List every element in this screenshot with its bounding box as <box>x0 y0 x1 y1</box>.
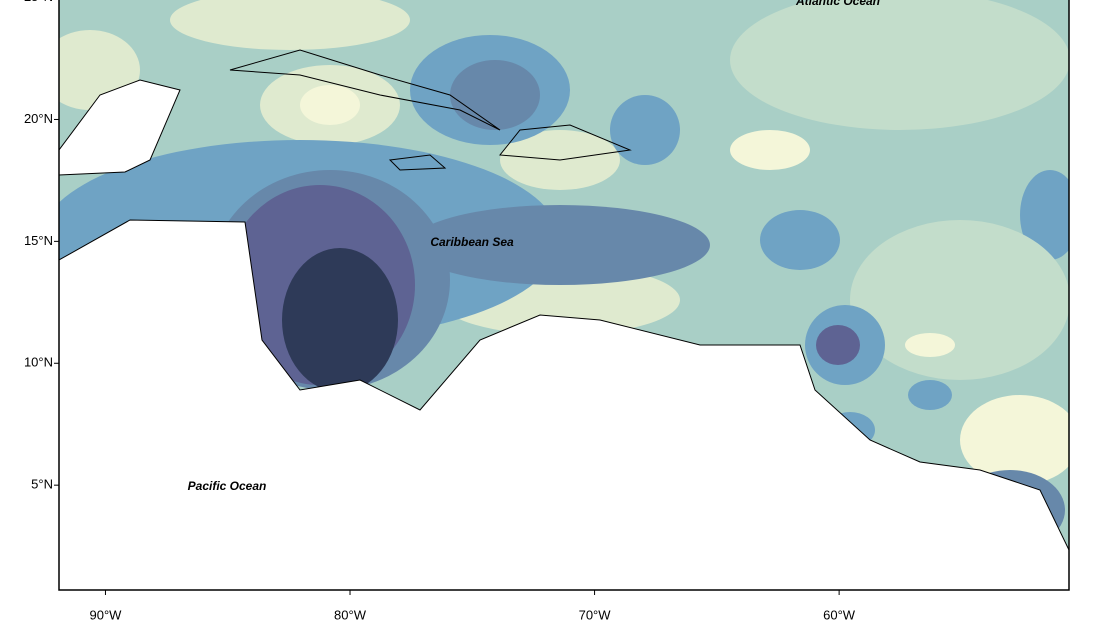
contour-field <box>59 0 1069 590</box>
y-tick-label: 5°N <box>31 477 53 492</box>
y-tick-label: 20°N <box>24 111 53 126</box>
y-tick-label: 15°N <box>24 233 53 248</box>
y-tick-label: 10°N <box>24 355 53 370</box>
x-tick-label: 80°W <box>334 607 367 622</box>
x-tick-label: 90°W <box>89 607 122 622</box>
y-tick-label: 25°N <box>24 0 53 4</box>
x-tick-label: 70°W <box>579 607 612 622</box>
map-frame <box>58 0 1070 591</box>
ocean-label: Atlantic Ocean <box>795 0 880 8</box>
sea-label: Caribbean Sea <box>430 235 514 249</box>
x-tick-label: 60°W <box>823 607 856 622</box>
ocean-label: Pacific Ocean <box>188 479 267 493</box>
